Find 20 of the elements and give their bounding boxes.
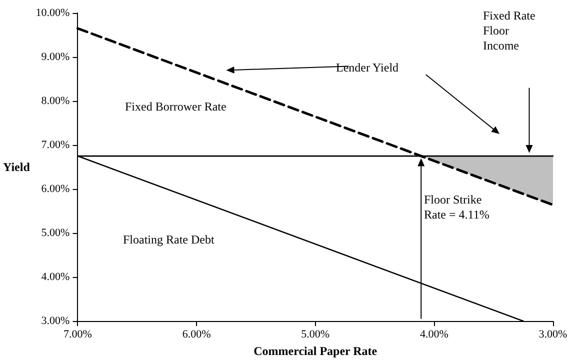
- y-tick-label: 4.00%: [41, 271, 70, 284]
- x-tick-label: 7.00%: [63, 328, 92, 341]
- y-tick-label: 8.00%: [41, 95, 70, 108]
- y-tick-label: 5.00%: [41, 227, 70, 240]
- y-tick-label: 9.00%: [41, 51, 70, 64]
- x-tick-label: 5.00%: [301, 328, 330, 341]
- annotation: Floating Rate Debt: [123, 232, 215, 246]
- y-tick-label: 7.00%: [41, 139, 70, 152]
- annotation: Fixed Rate Floor Income: [483, 8, 536, 52]
- y-axis-title: Yield: [3, 160, 30, 174]
- y-tick-label: 10.00%: [36, 7, 70, 19]
- x-axis-title: Commercial Paper Rate: [254, 344, 378, 358]
- y-tick-label: 3.00%: [41, 315, 70, 328]
- annotation: Floor Strike Rate = 4.11%: [424, 192, 490, 222]
- x-tick-label: 4.00%: [420, 328, 448, 341]
- annotation: Fixed Borrower Rate: [125, 100, 226, 114]
- x-tick-label: 6.00%: [182, 328, 211, 341]
- x-tick-label: 3.00%: [538, 328, 568, 341]
- y-tick-label: 6.00%: [41, 183, 70, 196]
- annotation: Lender Yield: [336, 60, 399, 74]
